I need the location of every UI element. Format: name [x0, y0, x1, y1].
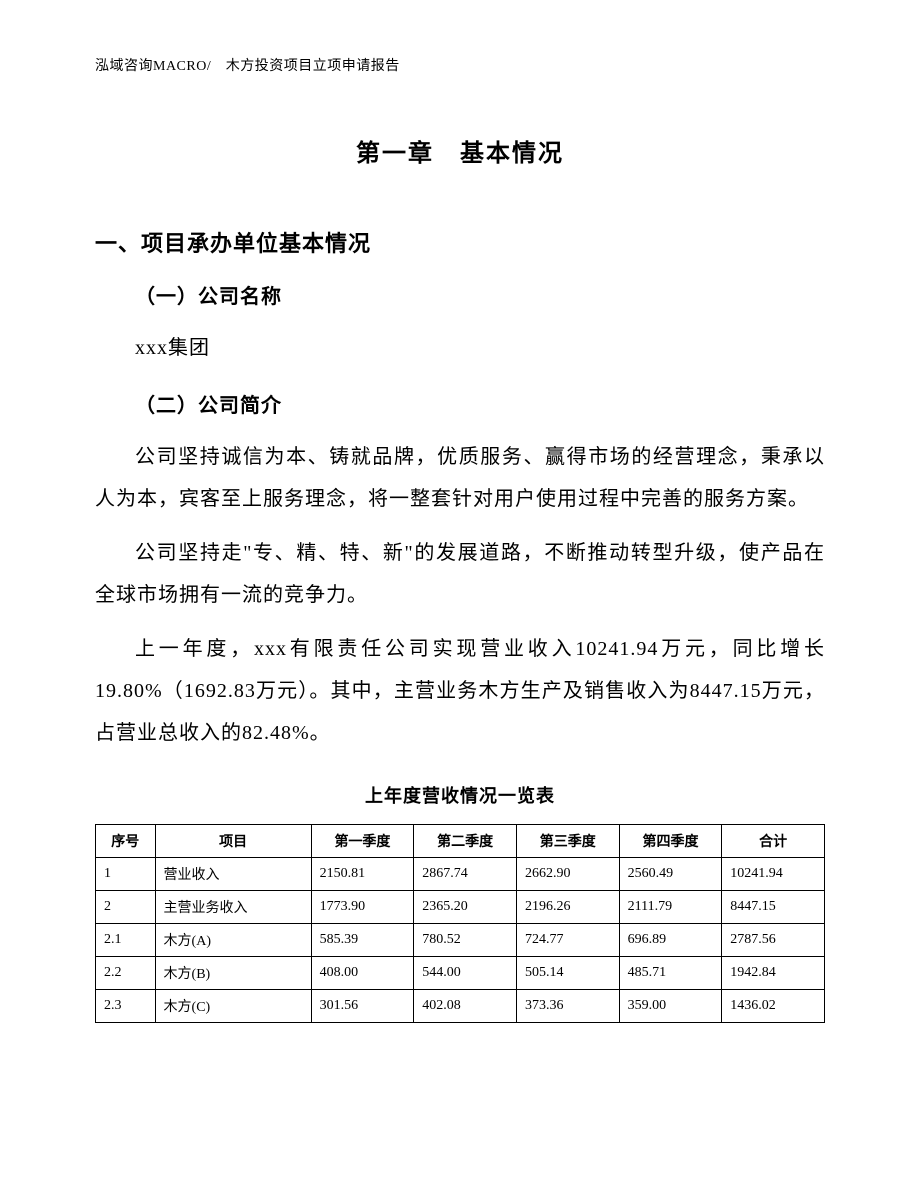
cell-q2: 2365.20	[414, 891, 517, 924]
intro-paragraph-2: 公司坚持走"专、精、特、新"的发展道路，不断推动转型升级，使产品在全球市场拥有一…	[95, 532, 825, 616]
cell-q2: 780.52	[414, 924, 517, 957]
cell-q4: 2111.79	[619, 891, 722, 924]
page-container: 泓域咨询MACRO/ 木方投资项目立项申请报告 第一章 基本情况 一、项目承办单…	[0, 0, 920, 1073]
col-header-q1: 第一季度	[311, 825, 414, 858]
cell-q3: 724.77	[516, 924, 619, 957]
cell-q2: 544.00	[414, 957, 517, 990]
section-heading-1: 一、项目承办单位基本情况	[95, 226, 825, 258]
subsection-heading-company-intro: （二）公司简介	[95, 389, 825, 418]
cell-q3: 505.14	[516, 957, 619, 990]
cell-total: 8447.15	[722, 891, 825, 924]
col-header-q3: 第三季度	[516, 825, 619, 858]
cell-q1: 1773.90	[311, 891, 414, 924]
cell-total: 10241.94	[722, 858, 825, 891]
col-header-q2: 第二季度	[414, 825, 517, 858]
revenue-table: 序号 项目 第一季度 第二季度 第三季度 第四季度 合计 1 营业收入 2150…	[95, 824, 825, 1023]
cell-q1: 408.00	[311, 957, 414, 990]
cell-q4: 696.89	[619, 924, 722, 957]
table-row: 2 主营业务收入 1773.90 2365.20 2196.26 2111.79…	[96, 891, 825, 924]
revenue-table-title: 上年度营收情况一览表	[95, 782, 825, 808]
cell-item: 木方(B)	[155, 957, 311, 990]
page-header: 泓域咨询MACRO/ 木方投资项目立项申请报告	[95, 55, 825, 75]
col-header-q4: 第四季度	[619, 825, 722, 858]
cell-seq: 2.3	[96, 990, 156, 1023]
cell-item: 木方(C)	[155, 990, 311, 1023]
cell-q4: 485.71	[619, 957, 722, 990]
cell-q3: 2196.26	[516, 891, 619, 924]
intro-paragraph-3: 上一年度，xxx有限责任公司实现营业收入10241.94万元，同比增长19.80…	[95, 628, 825, 754]
col-header-total: 合计	[722, 825, 825, 858]
cell-item: 营业收入	[155, 858, 311, 891]
cell-q4: 359.00	[619, 990, 722, 1023]
table-row: 1 营业收入 2150.81 2867.74 2662.90 2560.49 1…	[96, 858, 825, 891]
table-row: 2.3 木方(C) 301.56 402.08 373.36 359.00 14…	[96, 990, 825, 1023]
cell-seq: 2	[96, 891, 156, 924]
chapter-title: 第一章 基本情况	[95, 133, 825, 168]
cell-q1: 585.39	[311, 924, 414, 957]
cell-item: 主营业务收入	[155, 891, 311, 924]
col-header-seq: 序号	[96, 825, 156, 858]
cell-q3: 373.36	[516, 990, 619, 1023]
cell-total: 1942.84	[722, 957, 825, 990]
cell-seq: 1	[96, 858, 156, 891]
cell-total: 2787.56	[722, 924, 825, 957]
company-name-text: xxx集团	[95, 327, 825, 369]
cell-q1: 2150.81	[311, 858, 414, 891]
cell-item: 木方(A)	[155, 924, 311, 957]
cell-total: 1436.02	[722, 990, 825, 1023]
intro-paragraph-1: 公司坚持诚信为本、铸就品牌，优质服务、赢得市场的经营理念，秉承以人为本，宾客至上…	[95, 436, 825, 520]
cell-q1: 301.56	[311, 990, 414, 1023]
cell-q2: 2867.74	[414, 858, 517, 891]
col-header-item: 项目	[155, 825, 311, 858]
table-row: 2.1 木方(A) 585.39 780.52 724.77 696.89 27…	[96, 924, 825, 957]
revenue-table-body: 1 营业收入 2150.81 2867.74 2662.90 2560.49 1…	[96, 858, 825, 1023]
cell-q4: 2560.49	[619, 858, 722, 891]
table-header-row: 序号 项目 第一季度 第二季度 第三季度 第四季度 合计	[96, 825, 825, 858]
cell-q2: 402.08	[414, 990, 517, 1023]
cell-q3: 2662.90	[516, 858, 619, 891]
cell-seq: 2.1	[96, 924, 156, 957]
table-row: 2.2 木方(B) 408.00 544.00 505.14 485.71 19…	[96, 957, 825, 990]
subsection-heading-company-name: （一）公司名称	[95, 280, 825, 309]
cell-seq: 2.2	[96, 957, 156, 990]
